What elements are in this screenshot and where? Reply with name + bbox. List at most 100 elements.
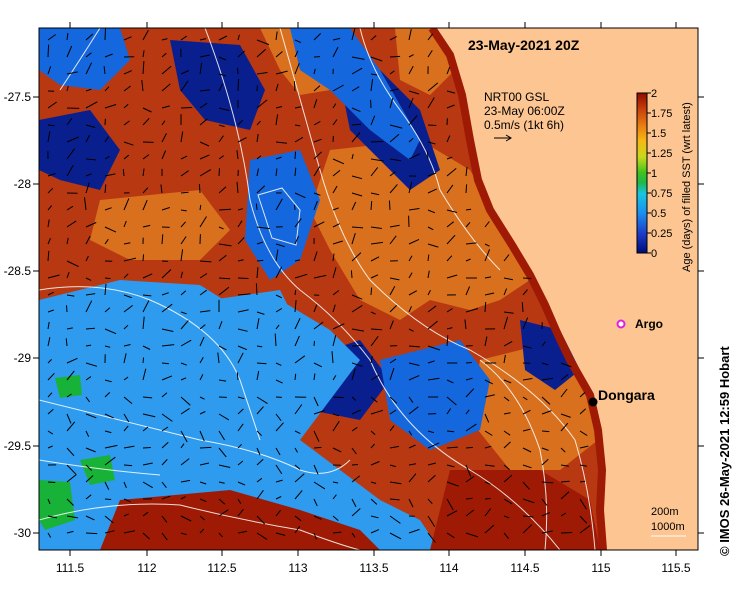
current-vector-arrow xyxy=(123,413,130,423)
current-vector-arrow xyxy=(332,447,342,453)
current-vector-arrow xyxy=(351,153,354,160)
current-vector-arrow xyxy=(142,462,153,466)
current-vector-arrow xyxy=(180,35,187,41)
current-vector-arrow xyxy=(465,464,472,477)
current-vector-arrow xyxy=(427,320,438,330)
current-vector-arrow xyxy=(408,65,414,75)
current-vector-arrow xyxy=(446,379,454,384)
current-vector-arrow xyxy=(522,317,529,330)
coastal-rim xyxy=(428,28,607,550)
current-vector-arrow xyxy=(351,409,361,415)
current-vector-arrow xyxy=(541,341,546,347)
current-vector-arrow xyxy=(236,181,239,194)
current-vector-arrow xyxy=(104,345,111,348)
current-vector-arrow xyxy=(389,425,395,432)
current-vector-arrow xyxy=(256,39,270,46)
current-vector-arrow xyxy=(123,198,130,211)
current-vector-arrow xyxy=(217,352,220,364)
current-vector-arrow xyxy=(237,237,245,245)
current-vector-arrow xyxy=(522,524,533,534)
current-vector-arrow xyxy=(47,291,55,296)
current-vector-arrow xyxy=(408,54,414,58)
current-vector-arrow xyxy=(236,150,239,160)
current-vector-arrow xyxy=(332,185,338,194)
current-vector-arrow xyxy=(218,155,224,160)
x-tick-label: 115 xyxy=(591,561,610,575)
current-vector-arrow xyxy=(427,97,435,109)
current-vector-arrow xyxy=(199,54,211,58)
current-vector-arrow xyxy=(332,481,339,484)
current-vector-arrow xyxy=(484,445,492,449)
current-vector-arrow xyxy=(66,421,76,432)
current-vector-arrow xyxy=(389,97,394,109)
y-tick-label: -29 xyxy=(14,351,32,365)
current-vector-arrow xyxy=(522,378,533,381)
current-vector-arrow xyxy=(370,443,375,449)
current-vector-arrow xyxy=(351,447,357,455)
current-vector-arrow xyxy=(199,260,212,263)
current-vector-arrow xyxy=(446,327,453,330)
current-vector-arrow xyxy=(123,294,132,299)
current-vector-arrow xyxy=(66,447,75,457)
current-vector-arrow xyxy=(47,66,52,75)
current-vector-arrow xyxy=(85,430,90,437)
current-vector-arrow xyxy=(351,56,365,60)
current-vector-arrow xyxy=(484,464,495,467)
current-vector-arrow xyxy=(161,292,169,296)
current-vector-arrow xyxy=(104,481,110,490)
current-vector-arrow xyxy=(161,495,171,500)
x-tick-labels: 111.5 112 112.5 113 113.5 114 114.5 115 … xyxy=(56,561,691,575)
current-vector-arrow xyxy=(256,267,259,279)
current-vector-arrow xyxy=(484,276,492,279)
current-vector-arrow xyxy=(218,107,230,112)
current-vector-arrow xyxy=(85,88,92,92)
current-vector-arrow xyxy=(47,359,52,364)
current-vector-arrow xyxy=(427,360,435,364)
current-vector-arrow xyxy=(313,340,315,347)
current-vector-arrow xyxy=(465,308,479,313)
x-tick-label: 112 xyxy=(137,561,156,575)
contour-legend: 200m 1000m xyxy=(651,506,686,537)
current-vector-arrow xyxy=(199,481,207,485)
current-vector-arrow xyxy=(521,302,524,313)
current-vector-arrow xyxy=(142,254,145,262)
current-vector-arrow xyxy=(389,55,401,58)
patch-lightblue-center xyxy=(210,290,300,360)
x-tick-label: 112.5 xyxy=(207,561,236,575)
current-vector-arrow xyxy=(275,198,283,211)
x-tick-label: 115.5 xyxy=(661,561,690,575)
current-vector-arrow xyxy=(313,515,322,520)
dongara-label: Dongara xyxy=(598,387,655,403)
current-vector-arrow xyxy=(370,529,380,534)
current-vector-arrow xyxy=(47,238,51,245)
y-tick-label: -28.5 xyxy=(4,264,32,278)
current-vector-arrow xyxy=(408,498,414,508)
current-vector-arrow xyxy=(66,294,75,297)
current-vector-arrow xyxy=(446,481,459,487)
current-vector-arrow xyxy=(256,155,262,160)
current-vector-arrow xyxy=(275,51,283,58)
patch-navy-north xyxy=(170,40,265,130)
current-vector-arrow xyxy=(180,311,187,315)
current-vector-arrow xyxy=(275,413,282,422)
current-vector-arrow xyxy=(123,530,136,534)
current-vector-arrow xyxy=(408,181,413,194)
current-vector-arrow xyxy=(465,497,473,500)
current-vector-arrow xyxy=(560,491,570,500)
current-vector-arrow xyxy=(332,323,345,330)
current-vector-arrow xyxy=(351,175,363,180)
x-tick-label: 113.5 xyxy=(359,561,388,575)
current-vector-arrow xyxy=(218,321,223,330)
current-vector-arrow xyxy=(522,481,530,490)
current-vector-arrow xyxy=(47,101,57,109)
current-vector-arrow xyxy=(199,528,205,534)
current-vector-arrow xyxy=(351,294,363,300)
current-vector-arrow xyxy=(465,221,471,228)
current-vector-arrow xyxy=(370,78,374,92)
y-tick-label: -30 xyxy=(14,526,32,540)
current-vector-arrow xyxy=(275,266,283,279)
current-vector-arrow xyxy=(408,90,420,95)
current-vector-arrow xyxy=(484,301,487,313)
current-vector-arrow xyxy=(123,242,131,245)
